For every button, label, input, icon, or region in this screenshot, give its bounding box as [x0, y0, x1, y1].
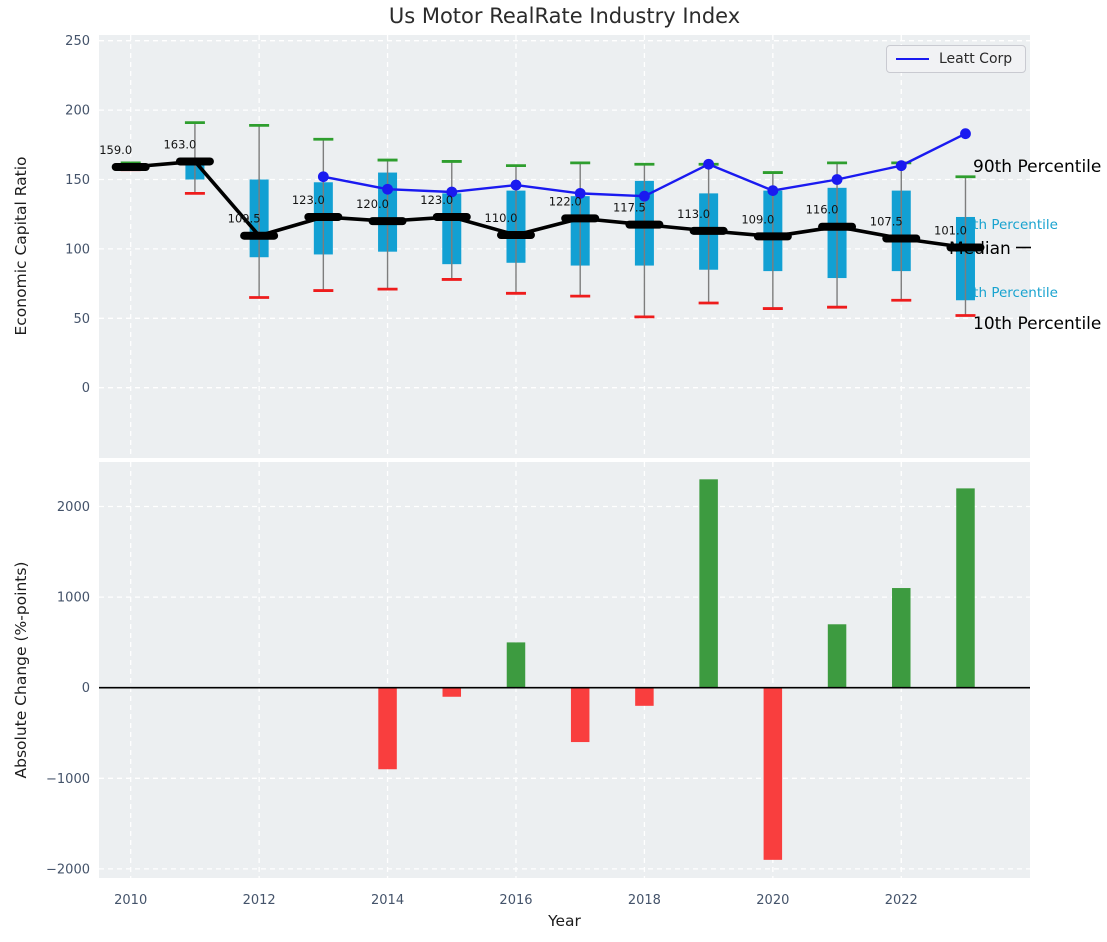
median-value-label-2018: 117.5 — [613, 201, 646, 215]
median-value-label-2023: 101.0 — [934, 224, 967, 238]
bottom-y-tick-label: −2000 — [46, 862, 90, 877]
legend-label: Leatt Corp — [939, 51, 1013, 67]
bar-2015 — [442, 687, 462, 697]
median-value-label-2014: 120.0 — [356, 197, 389, 211]
top-y-tick-label: 0 — [82, 381, 90, 396]
company-point-2015 — [446, 186, 458, 198]
annotation-p75: 75th Percentile — [956, 217, 1058, 233]
top-y-axis-label: Economic Capital Ratio — [12, 156, 30, 336]
x-tick-label: 2016 — [499, 893, 532, 908]
company-point-2016 — [510, 179, 522, 191]
median-value-label-2010: 159.0 — [99, 143, 132, 157]
bottom-y-axis-label: Absolute Change (%-points) — [12, 561, 30, 779]
median-value-label-2016: 110.0 — [485, 211, 518, 225]
chart-title: Us Motor RealRate Industry Index — [388, 4, 741, 28]
bottom-y-tick-label: 2000 — [57, 500, 90, 515]
median-value-label-2017: 122.0 — [549, 194, 582, 208]
company-point-2020 — [767, 185, 779, 197]
median-value-label-2022: 107.5 — [870, 214, 903, 228]
company-point-2013 — [317, 171, 329, 183]
median-value-label-2012: 109.5 — [228, 212, 261, 226]
median-value-label-2011: 163.0 — [163, 137, 196, 151]
top-y-tick-label: 200 — [65, 104, 90, 119]
x-tick-label: 2022 — [885, 893, 918, 908]
bar-2022 — [892, 588, 911, 688]
bar-2014 — [378, 687, 397, 770]
legend: Leatt Corp — [886, 45, 1027, 73]
x-axis-label: Year — [548, 912, 581, 930]
median-value-label-2013: 123.0 — [292, 193, 325, 207]
top-plot-background — [99, 35, 1030, 458]
top-y-tick-label: 50 — [73, 312, 90, 327]
x-tick-label: 2014 — [371, 893, 404, 908]
annotation-p90: 90th Percentile — [973, 157, 1101, 177]
top-y-tick-label: 150 — [65, 173, 90, 188]
bar-2019 — [699, 479, 718, 688]
company-point-2023 — [960, 128, 971, 140]
legend-line-sample — [896, 58, 929, 60]
bar-2020 — [763, 687, 783, 860]
bar-2021 — [827, 624, 847, 688]
bar-2016 — [506, 642, 526, 688]
top-y-tick-label: 100 — [65, 242, 90, 257]
bar-2023 — [956, 488, 975, 688]
median-value-label-2015: 123.0 — [420, 193, 453, 207]
top-y-tick-label: 250 — [65, 34, 90, 49]
x-tick-label: 2020 — [756, 893, 789, 908]
x-tick-label: 2010 — [114, 893, 147, 908]
company-point-2014 — [382, 183, 393, 195]
bar-2018 — [635, 687, 654, 706]
bar-2017 — [570, 687, 590, 743]
bottom-y-tick-label: 0 — [82, 681, 90, 696]
company-point-2022 — [895, 160, 907, 172]
x-tick-label: 2018 — [628, 893, 661, 908]
median-value-label-2020: 109.0 — [741, 212, 774, 226]
x-tick-label: 2012 — [243, 893, 276, 908]
company-point-2021 — [831, 174, 843, 185]
annotation-p25: 25th Percentile — [956, 285, 1058, 301]
median-value-label-2019: 113.0 — [677, 207, 710, 221]
annotation-p10: 10th Percentile — [973, 314, 1101, 334]
company-point-2017 — [574, 187, 586, 199]
bottom-y-tick-label: −1000 — [46, 772, 90, 787]
bottom-plot-background — [99, 462, 1030, 878]
company-point-2019 — [703, 158, 715, 170]
median-value-label-2021: 116.0 — [806, 203, 839, 217]
company-point-2018 — [639, 190, 650, 202]
bottom-y-tick-label: 1000 — [57, 591, 90, 606]
